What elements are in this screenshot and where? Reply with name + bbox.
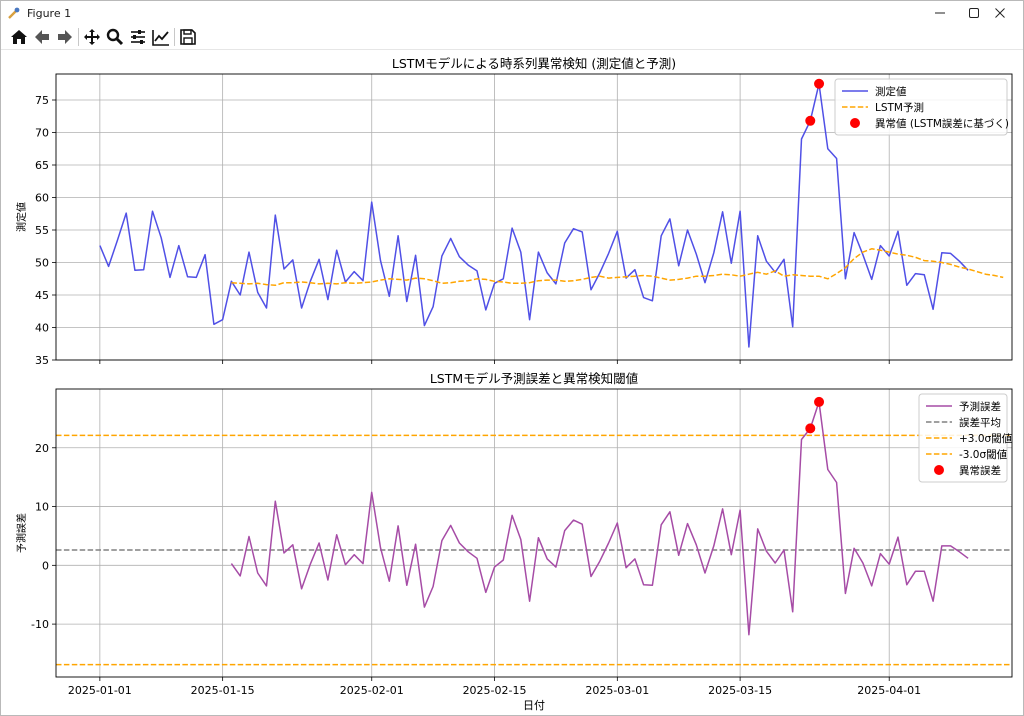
save-icon xyxy=(180,29,196,45)
save-button[interactable] xyxy=(177,26,199,48)
close-icon xyxy=(995,8,1005,18)
maximize-icon xyxy=(969,8,979,18)
chart1-title: LSTMモデルによる時系列異常検知 (測定値と予測) xyxy=(392,56,676,71)
chart2-xtick-label: 2025-02-01 xyxy=(340,684,404,697)
back-icon xyxy=(35,30,49,44)
chart1-legend-box xyxy=(834,78,1008,136)
matplotlib-app-icon xyxy=(8,7,20,19)
chart1-ytick-label: 40 xyxy=(35,322,49,335)
toolbar-separator xyxy=(174,28,175,46)
figure-canvas[interactable]: 35 40 45 50 55 60 65 70 75 LSTMモデルによる時系列異常検知 (測定値… xyxy=(1,49,1023,715)
toolbar-separator xyxy=(78,28,79,46)
window-title: Figure 1 xyxy=(27,7,72,20)
chart2-legend-box xyxy=(918,393,1008,483)
chart2-legend-label: +3.0σ閾値 xyxy=(959,432,1013,445)
chart2-ytick-label: 0 xyxy=(42,559,49,572)
title-bar: Figure 1 xyxy=(1,1,1023,25)
minimize-button[interactable] xyxy=(917,1,963,25)
chart1-ytick-label: 60 xyxy=(35,192,49,205)
chart1-ytick-label: 65 xyxy=(35,159,49,172)
minimize-icon xyxy=(935,12,945,14)
chart1-anomaly-point xyxy=(805,115,816,126)
forward-button[interactable] xyxy=(54,26,76,48)
close-button[interactable] xyxy=(977,1,1023,25)
chart2-xtick-label: 2025-04-01 xyxy=(857,684,921,697)
chart1-legend-swatch xyxy=(850,118,860,128)
chart2-ylabel: 予測誤差 xyxy=(15,513,28,553)
chart2-legend-label: -3.0σ閾値 xyxy=(959,448,1008,461)
maximize-button[interactable] xyxy=(951,1,997,25)
chart1-anomaly-point xyxy=(814,78,825,89)
pan-icon xyxy=(84,29,100,45)
chart2-xtick-label: 2025-01-15 xyxy=(191,684,255,697)
chart2-legend-label: 予測誤差 xyxy=(959,400,1001,413)
home-button[interactable] xyxy=(8,26,30,48)
chart2-ytick-label: 10 xyxy=(35,501,49,514)
chart1-ytick-label: 35 xyxy=(35,354,49,367)
chart2-anomaly-point xyxy=(814,396,825,407)
back-button[interactable] xyxy=(31,26,53,48)
chart1-legend-label: 測定値 xyxy=(875,85,907,98)
chart1-legend-label: 異常値 (LSTM誤差に基づく) xyxy=(875,117,1009,130)
chart2-legend-label: 異常誤差 xyxy=(959,464,1001,477)
chart1-ytick-label: 75 xyxy=(35,94,49,107)
chart2-legend-swatch xyxy=(934,465,944,475)
zoom-button[interactable] xyxy=(104,26,126,48)
chart2-anomaly-point xyxy=(805,423,816,434)
chart2-ytick-label: 20 xyxy=(35,442,49,455)
chart1-series-LSTM予測 xyxy=(231,248,1004,287)
chart2-xtick-label: 2025-03-01 xyxy=(585,684,649,697)
chart2-xtick-label: 2025-03-15 xyxy=(708,684,772,697)
chart1-ytick-label: 55 xyxy=(35,224,49,237)
chart1-ytick-label: 45 xyxy=(35,289,49,302)
zoom-icon xyxy=(106,28,124,46)
subplots-icon xyxy=(131,30,145,44)
chart1-ytick-label: 70 xyxy=(35,127,49,140)
chart2-title: LSTMモデル予測誤差と異常検知閾値 xyxy=(430,371,638,386)
pan-button[interactable] xyxy=(81,26,103,48)
axes-edit-icon xyxy=(152,30,169,46)
chart1-ytick-label: 50 xyxy=(35,257,49,270)
subplots-button[interactable] xyxy=(127,26,149,48)
chart1-legend-label: LSTM予測 xyxy=(875,101,924,114)
chart2-xtick-label: 2025-02-15 xyxy=(463,684,527,697)
chart1-series-測定値 xyxy=(99,83,969,348)
chart2-plot-area xyxy=(56,389,1012,677)
chart1-axes-frame xyxy=(55,73,1013,361)
forward-icon xyxy=(58,30,72,44)
chart2-xtick-label: 2025-01-01 xyxy=(68,684,132,697)
chart2-series-予測誤差 xyxy=(230,401,969,636)
chart1-ylabel: 測定値 xyxy=(15,202,28,232)
home-icon xyxy=(11,30,27,44)
chart2-ytick-label: -10 xyxy=(31,618,49,631)
chart2-legend-label: 誤差平均 xyxy=(959,416,1001,429)
axes-edit-button[interactable] xyxy=(150,26,172,48)
chart2-axes-frame xyxy=(55,388,1013,678)
navigation-toolbar xyxy=(1,25,1023,50)
chart2-xlabel: 日付 xyxy=(523,699,545,712)
